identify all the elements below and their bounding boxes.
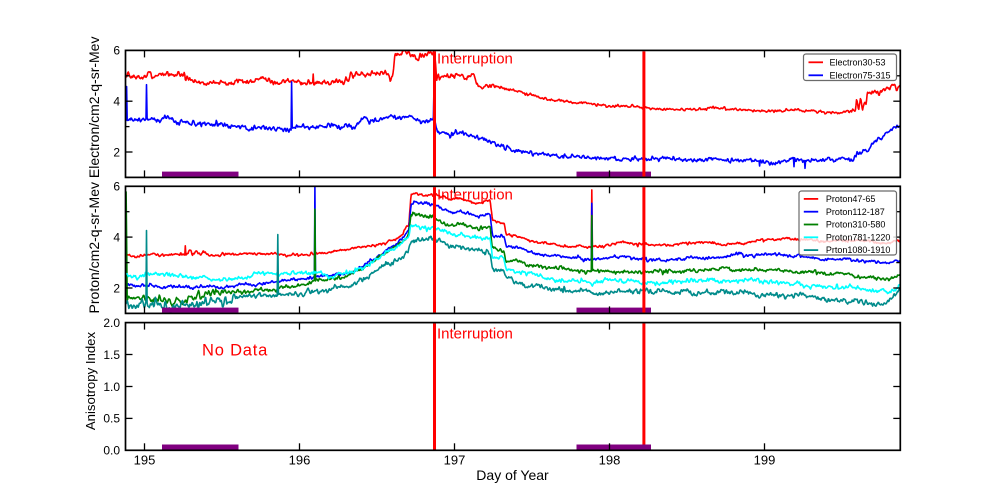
svg-text:0.5: 0.5 bbox=[103, 412, 120, 426]
svg-text:No Data: No Data bbox=[202, 342, 268, 360]
svg-text:2: 2 bbox=[113, 281, 120, 295]
svg-text:197: 197 bbox=[444, 453, 466, 468]
svg-text:Interruption: Interruption bbox=[437, 51, 513, 68]
svg-text:Proton781-1220: Proton781-1220 bbox=[826, 232, 891, 242]
svg-text:198: 198 bbox=[599, 453, 621, 468]
svg-text:Anisotropy Index: Anisotropy Index bbox=[83, 331, 98, 430]
svg-text:1.5: 1.5 bbox=[103, 348, 120, 362]
svg-text:0.0: 0.0 bbox=[103, 444, 120, 458]
svg-text:1.0: 1.0 bbox=[103, 380, 120, 394]
svg-text:199: 199 bbox=[754, 453, 776, 468]
svg-text:Day of Year: Day of Year bbox=[476, 467, 549, 483]
svg-text:Proton47-65: Proton47-65 bbox=[826, 194, 876, 204]
svg-text:Prton1080-1910: Prton1080-1910 bbox=[826, 245, 891, 255]
svg-text:6: 6 bbox=[113, 180, 120, 194]
svg-text:Proton/cm2-q-sr-Mev Electron/c: Proton/cm2-q-sr-Mev Electron/cm2-q-sr-Me… bbox=[86, 37, 102, 314]
svg-text:6: 6 bbox=[113, 44, 120, 58]
svg-text:4: 4 bbox=[113, 230, 120, 244]
svg-text:196: 196 bbox=[289, 453, 311, 468]
svg-text:2.0: 2.0 bbox=[103, 316, 120, 330]
svg-text:Electron75-315: Electron75-315 bbox=[830, 70, 891, 80]
svg-text:195: 195 bbox=[134, 453, 156, 468]
svg-text:Electron30-53: Electron30-53 bbox=[830, 57, 886, 67]
svg-text:Interruption: Interruption bbox=[437, 186, 513, 203]
svg-text:Proton310-580: Proton310-580 bbox=[826, 220, 886, 230]
svg-text:Interruption: Interruption bbox=[437, 326, 513, 343]
svg-text:2: 2 bbox=[113, 145, 120, 159]
svg-text:Proton112-187: Proton112-187 bbox=[826, 207, 885, 217]
svg-text:4: 4 bbox=[113, 95, 120, 109]
